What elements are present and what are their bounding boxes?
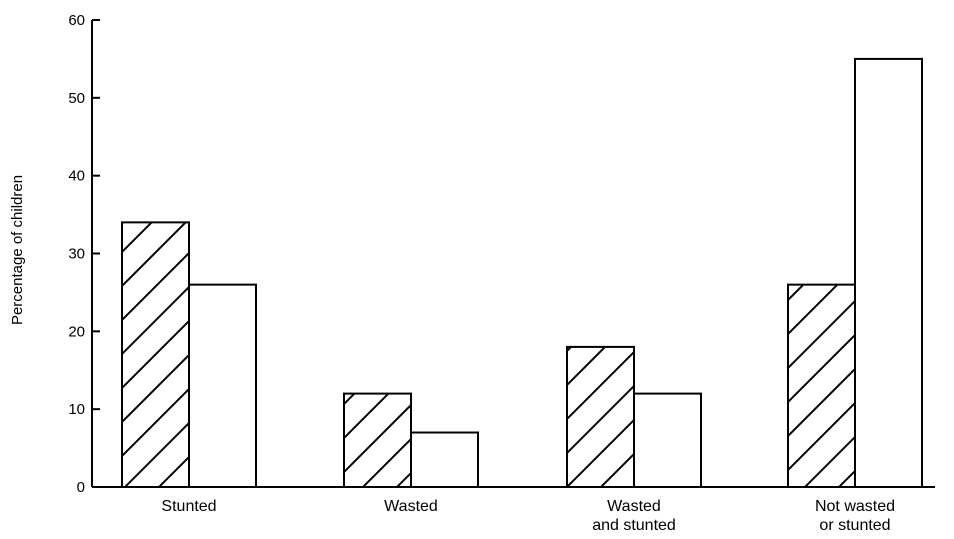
bar-hatched-0: [121, 221, 190, 488]
y-tick-label-30: 30: [68, 246, 85, 263]
labels-group: 0 10 20 30 40 50 60 Stunted Wasted Wasted and stun…: [68, 12, 895, 534]
bar-open-2: [633, 392, 702, 489]
axes-group: [91, 19, 935, 488]
category-label-2: Wasted and stunted: [592, 498, 676, 534]
bar-hatched-2: [566, 345, 635, 488]
y-axis-title: Percentage of children: [9, 175, 26, 325]
y-tick-label-40: 40: [68, 168, 85, 185]
bar-hatched-1: [343, 392, 412, 489]
bar-open-3: [854, 57, 923, 489]
y-tick-label-20: 20: [68, 323, 85, 340]
y-tick-label-60: 60: [68, 12, 85, 29]
y-tick-label-0: 0: [77, 479, 85, 496]
bar-open-1: [410, 431, 479, 488]
category-label-0: Stunted: [161, 498, 216, 515]
y-tick-label-50: 50: [68, 90, 85, 107]
bar-hatched-3: [787, 283, 856, 488]
bar-open-0: [188, 283, 257, 488]
category-label-1: Wasted: [384, 498, 438, 515]
y-tick-label-10: 10: [68, 401, 85, 418]
bars-group: [121, 57, 923, 489]
category-label-3: Not wasted or stunted: [815, 498, 895, 534]
